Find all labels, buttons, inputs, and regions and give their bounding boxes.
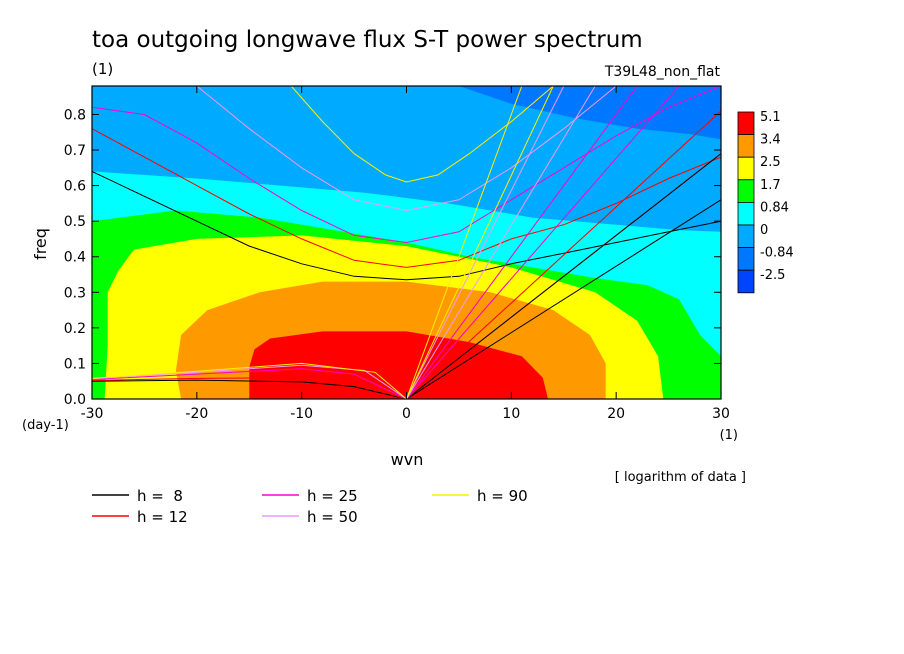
x-axis-unit: (1) (720, 428, 738, 443)
curve-h50-eig (196, 86, 617, 212)
legend-label: h = 25 (307, 487, 358, 505)
colorbar-swatch (737, 269, 755, 294)
data-note: [ logarithm of data ] (615, 470, 746, 485)
y-tick-label: 0.6 (64, 179, 86, 195)
colorbar-label: 5.1 (760, 110, 781, 125)
legend-label: h = 8 (137, 487, 183, 505)
colorbar-swatch (737, 156, 755, 181)
curve-h50-mrg (406, 86, 596, 399)
curve-h12-eig (92, 128, 721, 268)
curve-h8-eig (92, 170, 721, 281)
legend: h = 8 h = 12 h = 25 h = 50 h = 90 (92, 487, 528, 526)
curve-h12-mrg (406, 110, 721, 399)
curve-h8-rossby (92, 379, 407, 399)
fill-level-neg0.84 (92, 86, 721, 140)
x-tick-label: -10 (290, 406, 313, 422)
curve-h50-rossby (92, 364, 407, 399)
curve-h8-kelvin (406, 199, 721, 399)
contour-fills (92, 86, 721, 399)
dispersion-curves (92, 86, 721, 399)
fill-level-5.1 (249, 331, 549, 399)
colorbar-swatch (737, 247, 755, 271)
colorbar-label: 3.4 (760, 133, 781, 148)
legend-label: h = 12 (137, 508, 188, 526)
curve-h50-kelvin (406, 86, 565, 399)
colorbar-label: 1.7 (760, 178, 781, 193)
curve-h90-mrg (406, 86, 554, 399)
curve-h90-eig (290, 86, 554, 183)
curve-h25-eig (92, 86, 721, 244)
curve-h12-rossby (92, 377, 407, 399)
colorbar-swatch (737, 201, 755, 226)
colorbar-swatch (737, 179, 755, 203)
curve-h25-kelvin (406, 86, 638, 399)
y-tick-label: 0.7 (64, 143, 86, 159)
y-axis: 0.0 0.1 0.2 0.3 0.4 0.5 0.6 0.7 0.8 (64, 107, 721, 408)
y-axis-label: freq (31, 228, 50, 260)
curve-h25-mrg (406, 86, 680, 399)
x-tick-label: 10 (502, 406, 520, 422)
y-tick-label: 0.3 (64, 285, 86, 301)
colorbar-label: -2.5 (760, 268, 785, 283)
y-tick-label: 0.0 (64, 392, 86, 408)
y-tick-label: 0.2 (64, 321, 86, 337)
colorbar-label: 0 (760, 223, 768, 238)
x-tick-label: 0 (402, 406, 411, 422)
chart-subtitle-unit: (1) (92, 60, 113, 78)
legend-label: h = 90 (477, 487, 528, 505)
colorbar-swatch (737, 134, 755, 158)
x-tick-label: -20 (185, 406, 208, 422)
y-axis-unit: (day-1) (22, 418, 69, 433)
legend-label: h = 50 (307, 508, 358, 526)
x-tick-label: -30 (81, 406, 104, 422)
colorbar-swatch (737, 111, 755, 136)
y-tick-label: 0.1 (64, 356, 86, 372)
y-tick-label: 0.5 (64, 214, 86, 230)
y-tick-label: 0.4 (64, 250, 86, 266)
colorbar-label: 2.5 (760, 155, 781, 170)
y-tick-label: 0.8 (64, 107, 86, 123)
colorbar-swatch (737, 224, 755, 249)
colorbar-label: -0.84 (760, 246, 794, 261)
chart-title: toa outgoing longwave flux S-T power spe… (92, 27, 643, 53)
x-tick-label: 20 (607, 406, 625, 422)
x-tick-label: 30 (712, 406, 730, 422)
x-axis: -30 -20 -10 0 10 20 30 (81, 86, 730, 422)
colorbar: 5.1 3.4 2.5 1.7 0.84 0 -0.84 -2.5 (737, 110, 794, 294)
curve-h90-kelvin (406, 86, 523, 399)
x-axis-label: wvn (391, 450, 424, 469)
chart-subtitle-run: T39L48_non_flat (604, 64, 721, 80)
curve-h90-rossby (92, 362, 407, 399)
curve-h25-rossby (92, 368, 407, 399)
colorbar-label: 0.84 (760, 200, 789, 215)
curve-h8-mrg (406, 153, 721, 399)
